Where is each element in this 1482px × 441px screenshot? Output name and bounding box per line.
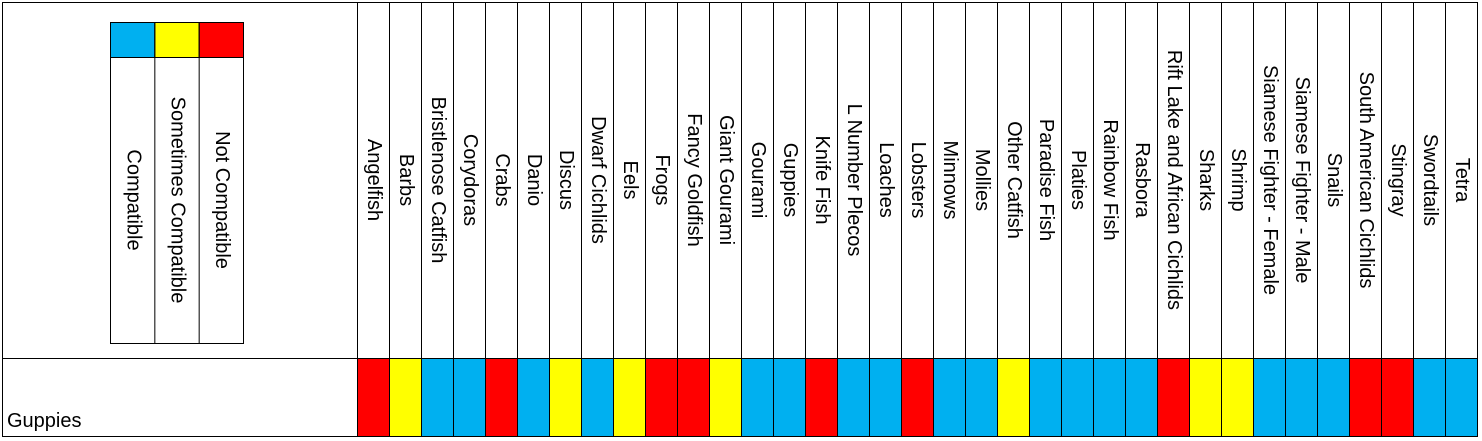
column-header: Sharks xyxy=(1195,149,1217,211)
column-header: Siamese Fighter - Male xyxy=(1291,77,1313,284)
compat-cell xyxy=(709,358,742,437)
column-header: Barbs xyxy=(395,154,417,206)
row-label: Guppies xyxy=(7,410,82,432)
column-header: Stingray xyxy=(1387,143,1409,216)
column-header: Danio xyxy=(523,154,545,206)
column-header: Fancy Goldfish xyxy=(683,113,705,246)
column-header: Paradise Fish xyxy=(1035,119,1057,241)
compat-cell xyxy=(965,358,998,437)
column-header: Lobsters xyxy=(907,142,929,219)
compat-cell xyxy=(805,358,838,437)
compat-cell xyxy=(421,358,454,437)
compat-cell xyxy=(1221,358,1254,437)
compat-cell xyxy=(517,358,550,437)
column-header: Rasbora xyxy=(1131,142,1153,218)
column-header: Minnows xyxy=(939,141,961,220)
legend-swatch xyxy=(154,22,200,58)
legend-swatch xyxy=(198,22,245,58)
column-header: Bristlenose Catfish xyxy=(427,97,449,264)
compat-cell xyxy=(1285,358,1318,437)
compat-cell xyxy=(389,358,422,437)
compat-cell xyxy=(1349,358,1382,437)
compat-cell xyxy=(741,358,774,437)
compat-cell xyxy=(581,358,614,437)
compat-cell xyxy=(933,358,966,437)
compat-cell xyxy=(1029,358,1062,437)
compat-cell xyxy=(837,358,870,437)
column-header: Loaches xyxy=(875,142,897,218)
compat-cell xyxy=(357,358,390,437)
compat-cell xyxy=(453,358,486,437)
compat-cell xyxy=(1381,358,1414,437)
compat-cell xyxy=(1157,358,1190,437)
column-header: Platies xyxy=(1067,150,1089,210)
legend-swatch xyxy=(110,22,156,58)
compat-cell xyxy=(1413,358,1446,437)
column-header: Mollies xyxy=(971,149,993,211)
compat-cell xyxy=(677,358,710,437)
compat-cell xyxy=(1189,358,1222,437)
compat-cell xyxy=(613,358,646,437)
column-header: Shrimp xyxy=(1227,148,1249,211)
column-header: Siamese Fighter - Female xyxy=(1259,65,1281,295)
column-header: Rift Lake and African Cichlids xyxy=(1163,50,1185,310)
compat-cell xyxy=(1317,358,1350,437)
compat-cell xyxy=(645,358,678,437)
column-header: Eels xyxy=(619,161,641,200)
column-header: Rainbow Fish xyxy=(1099,119,1121,240)
column-header: Swordtails xyxy=(1419,134,1441,226)
column-header: Guppies xyxy=(779,143,801,218)
column-header: Knife Fish xyxy=(811,136,833,225)
compat-cell xyxy=(485,358,518,437)
column-header: Snails xyxy=(1323,153,1345,207)
column-header: Giant Gourami xyxy=(715,115,737,245)
column-header: Angelfish xyxy=(363,139,385,221)
column-header: Tetra xyxy=(1451,158,1473,203)
legend-box xyxy=(110,22,244,344)
compat-cell xyxy=(1125,358,1158,437)
compat-cell xyxy=(901,358,934,437)
column-header: L Number Plecos xyxy=(843,104,865,257)
column-header: Corydoras xyxy=(459,134,481,226)
compat-cell xyxy=(773,358,806,437)
compat-cell xyxy=(1093,358,1126,437)
column-header: Other Catfish xyxy=(1003,121,1025,239)
compat-cell xyxy=(1253,358,1286,437)
compat-cell xyxy=(1445,358,1478,437)
column-header: Dwarf Cichlids xyxy=(587,116,609,244)
compat-cell xyxy=(1061,358,1094,437)
column-header: Frogs xyxy=(651,154,673,205)
column-header: South American Cichlids xyxy=(1355,72,1377,289)
column-header: Crabs xyxy=(491,153,513,206)
legend-label: Sometimes Compatible xyxy=(167,97,189,304)
compat-cell xyxy=(869,358,902,437)
legend-label: Compatible xyxy=(122,149,144,250)
compat-cell xyxy=(549,358,582,437)
column-header: Gourami xyxy=(747,142,769,219)
column-header: Discus xyxy=(555,150,577,210)
legend-label: Not Compatible xyxy=(211,131,233,269)
compat-cell xyxy=(997,358,1030,437)
